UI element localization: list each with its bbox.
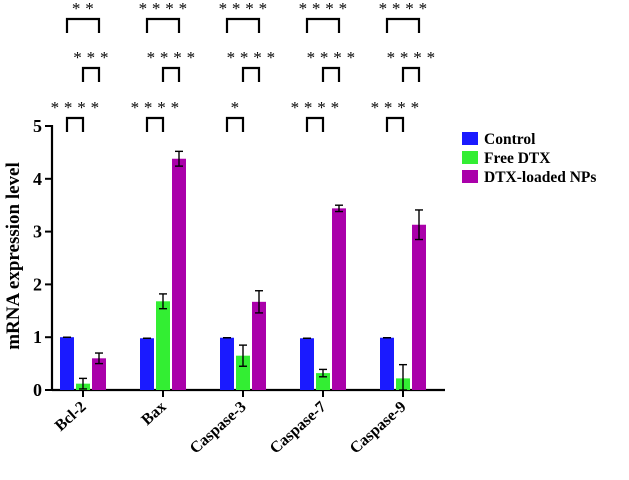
significance-bracket bbox=[145, 116, 165, 132]
bar bbox=[140, 338, 154, 390]
y-axis-label: mRNA expression level bbox=[3, 162, 24, 350]
x-tick-label: Caspase-9 bbox=[347, 398, 410, 457]
significance-label: * * * * bbox=[307, 48, 356, 67]
significance-bracket bbox=[225, 116, 245, 132]
bar bbox=[236, 355, 250, 390]
legend-label: Free DTX bbox=[484, 150, 551, 167]
y-tick-label: 4 bbox=[33, 169, 42, 189]
significance-bracket bbox=[225, 17, 261, 33]
bar bbox=[172, 158, 186, 390]
significance-label: * * * * bbox=[299, 0, 348, 18]
legend-label: Control bbox=[484, 131, 536, 148]
x-tick-label: Bax bbox=[138, 398, 169, 428]
x-tick-label: Caspase-7 bbox=[267, 398, 330, 457]
significance-label: * * * * bbox=[131, 98, 180, 117]
significance-label: * * * * bbox=[371, 98, 420, 117]
significance-label: * * * * bbox=[387, 48, 436, 67]
significance-bracket bbox=[305, 116, 325, 132]
significance-label: * * * * bbox=[291, 98, 340, 117]
significance-label: * * * * bbox=[219, 0, 268, 18]
significance-label: * * * * bbox=[51, 98, 100, 117]
significance-label: * * * * bbox=[139, 0, 188, 18]
significance-label: * * * bbox=[73, 48, 109, 67]
significance-label: * * * * bbox=[147, 48, 196, 67]
x-tick-label: Caspase-3 bbox=[187, 398, 250, 457]
significance-bracket bbox=[145, 17, 181, 33]
significance-bracket bbox=[305, 17, 341, 33]
significance-label: * bbox=[231, 98, 240, 117]
significance-bracket bbox=[65, 17, 101, 33]
significance-bracket bbox=[65, 116, 85, 132]
bar bbox=[60, 337, 74, 390]
significance-label: * * * * bbox=[227, 48, 276, 67]
legend-swatch bbox=[462, 170, 478, 183]
bar bbox=[252, 301, 266, 390]
bar bbox=[412, 224, 426, 390]
error-bars bbox=[63, 150, 423, 391]
y-tick-label: 2 bbox=[33, 274, 42, 294]
bar bbox=[156, 301, 170, 390]
significance-bracket bbox=[81, 66, 101, 82]
bar bbox=[220, 337, 234, 390]
bar bbox=[92, 358, 106, 390]
y-tick-label: 0 bbox=[33, 380, 42, 400]
bars bbox=[60, 158, 426, 390]
significance-bracket bbox=[241, 66, 261, 82]
y-tick-label: 3 bbox=[33, 222, 42, 242]
significance-annotations: * * * * * * * * * * * * * * * * * * * * * * * … bbox=[51, 0, 436, 132]
legend-swatch bbox=[462, 132, 478, 145]
bar bbox=[300, 338, 314, 390]
legend-label: DTX-loaded NPs bbox=[484, 169, 596, 186]
significance-label: * * * * bbox=[379, 0, 428, 18]
x-tick-label: Bcl-2 bbox=[52, 398, 90, 434]
bar bbox=[380, 337, 394, 390]
significance-bracket bbox=[401, 66, 421, 82]
y-tick-label: 5 bbox=[33, 116, 42, 136]
significance-bracket bbox=[321, 66, 341, 82]
significance-label: * * bbox=[72, 0, 94, 18]
legend: Control Free DTX DTX-loaded NPs bbox=[462, 131, 596, 186]
significance-bracket bbox=[161, 66, 181, 82]
bar bbox=[332, 208, 346, 390]
legend-swatch bbox=[462, 151, 478, 164]
significance-bracket bbox=[385, 116, 405, 132]
y-tick-label: 1 bbox=[33, 327, 42, 347]
axes: 0 1 2 3 4 5 Bcl-2 Bax Caspase-3 Caspase-7 Caspase-… bbox=[33, 116, 445, 457]
significance-bracket bbox=[385, 17, 421, 33]
